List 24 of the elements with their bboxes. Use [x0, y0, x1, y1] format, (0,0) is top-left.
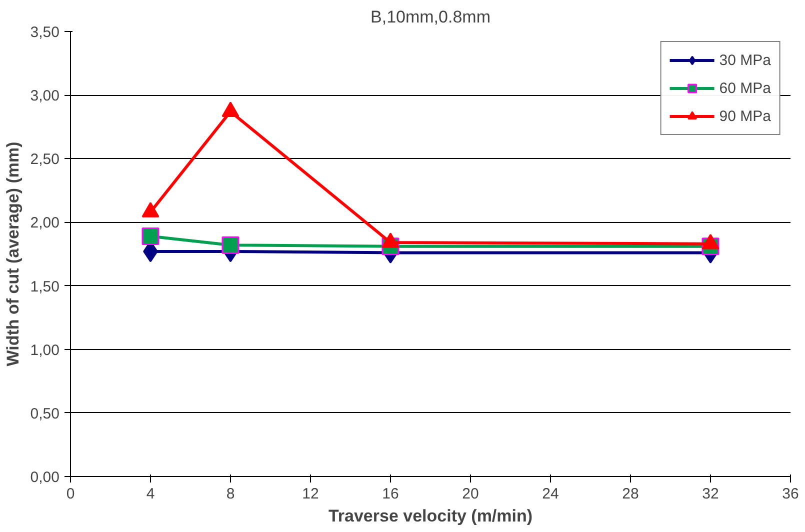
- x-tick-label: 36: [782, 486, 799, 502]
- x-tick-label: 20: [462, 486, 479, 502]
- x-tick-label: 0: [66, 486, 75, 502]
- x-tick-label: 32: [702, 486, 719, 502]
- y-tick-label: 3,50: [30, 24, 60, 41]
- x-tick-label: 12: [302, 486, 319, 502]
- x-tick-label: 16: [382, 486, 399, 502]
- legend-label: 30 MPa: [719, 52, 771, 68]
- chart-title: B,10mm,0.8mm: [370, 8, 490, 26]
- y-tick-label: 1,00: [30, 342, 60, 359]
- y-tick-label: 2,50: [30, 151, 60, 168]
- y-axis-title: Width of cut (average) (mm): [3, 142, 22, 366]
- y-tick-label: 0,50: [30, 405, 60, 422]
- x-tick-label: 8: [226, 486, 235, 502]
- x-tick-label: 28: [622, 486, 639, 502]
- x-tick-label: 4: [146, 486, 155, 502]
- y-tick-label: 2,00: [30, 214, 60, 232]
- x-axis-title: Traverse velocity (m/min): [328, 506, 533, 526]
- x-tick-label: 24: [542, 486, 559, 502]
- legend-label: 90 MPa: [719, 108, 771, 124]
- legend-label: 60 MPa: [719, 80, 771, 96]
- y-tick-label: 0,00: [30, 469, 60, 486]
- y-tick-label: 3,00: [30, 88, 60, 105]
- y-tick-label: 1,50: [30, 278, 60, 296]
